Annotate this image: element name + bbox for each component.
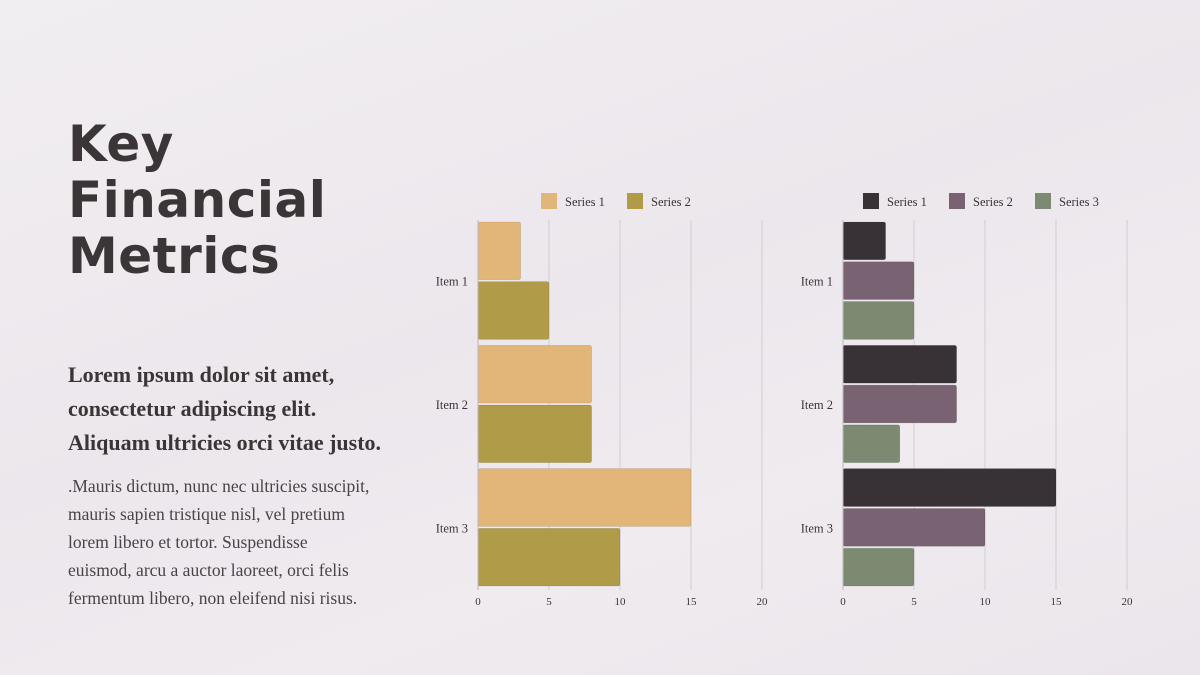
bar: [477, 404, 592, 463]
bar: [842, 468, 1057, 507]
category-label: Item 3: [801, 521, 833, 535]
title-line: Metrics: [68, 227, 281, 285]
bar: [842, 424, 901, 463]
x-tick-label: 20: [757, 596, 769, 608]
slide-title: Key Financial Metrics: [68, 116, 408, 284]
legend-label: Series 1: [565, 195, 605, 209]
lead-line: Lorem ipsum dolor sit amet,: [68, 362, 335, 387]
body-paragraph: .Mauris dictum, nunc nec ultricies susci…: [68, 472, 418, 612]
bar: [842, 221, 886, 261]
body-line: euismod, arcu a auctor laoreet, orci fel…: [68, 560, 349, 580]
category-label: Item 3: [436, 521, 468, 535]
body-line: .Mauris dictum, nunc nec ultricies susci…: [68, 476, 370, 496]
x-tick-label: 10: [980, 596, 992, 608]
lead-line: consectetur adipiscing elit.: [68, 396, 317, 421]
category-label: Item 2: [801, 398, 833, 412]
bar: [842, 384, 957, 424]
bar: [477, 468, 692, 527]
legend-swatch: [1035, 193, 1051, 209]
body-line: mauris sapien tristique nisl, vel pretiu…: [68, 504, 346, 524]
legend-label: Series 2: [651, 195, 691, 209]
lead-paragraph: Lorem ipsum dolor sit amet, consectetur …: [68, 358, 418, 460]
bar: [477, 528, 621, 587]
x-tick-label: 0: [840, 596, 846, 608]
legend-label: Series 3: [1059, 195, 1099, 209]
left-bar-chart: 0 5 10 15 20 Item 1 Item 2 Item 3 Series 1 Series…: [420, 180, 790, 610]
bar: [842, 508, 986, 547]
legend-label: Series 1: [887, 195, 927, 209]
category-label: Item 1: [436, 275, 468, 289]
lead-line: Aliquam ultricies orci vitae justo.: [68, 430, 382, 455]
right-bar-chart-svg: 0 5 10 15 20 Item 1 Item 2 Item 3 Series 1 Series…: [801, 193, 1134, 608]
legend-label: Series 2: [973, 195, 1013, 209]
title-line: Financial: [68, 171, 327, 229]
category-label: Item 2: [436, 398, 468, 412]
bar: [842, 547, 915, 587]
legend-swatch: [541, 193, 557, 209]
bar: [842, 301, 915, 340]
legend-swatch: [949, 193, 965, 209]
x-tick-label: 15: [686, 596, 698, 608]
legend-swatch: [627, 193, 643, 209]
bar: [842, 261, 915, 300]
bar: [477, 221, 521, 280]
bar: [842, 345, 957, 384]
left-bar-chart-svg: 0 5 10 15 20 Item 1 Item 2 Item 3 Series 1 Series…: [436, 193, 769, 608]
body-line: lorem libero et tortor. Suspendisse: [68, 532, 308, 552]
bar: [477, 281, 550, 340]
title-line: Key: [68, 115, 174, 173]
legend-swatch: [863, 193, 879, 209]
x-tick-label: 10: [615, 596, 627, 608]
x-tick-label: 5: [911, 596, 917, 608]
x-tick-label: 20: [1122, 596, 1134, 608]
x-tick-label: 0: [475, 596, 481, 608]
category-label: Item 1: [801, 275, 833, 289]
x-tick-label: 5: [546, 596, 552, 608]
right-bar-chart: 0 5 10 15 20 Item 1 Item 2 Item 3 Series 1 Series…: [785, 180, 1155, 610]
bar: [477, 345, 592, 404]
x-tick-label: 15: [1051, 596, 1063, 608]
body-line: fermentum libero, non eleifend nisi risu…: [68, 588, 358, 608]
